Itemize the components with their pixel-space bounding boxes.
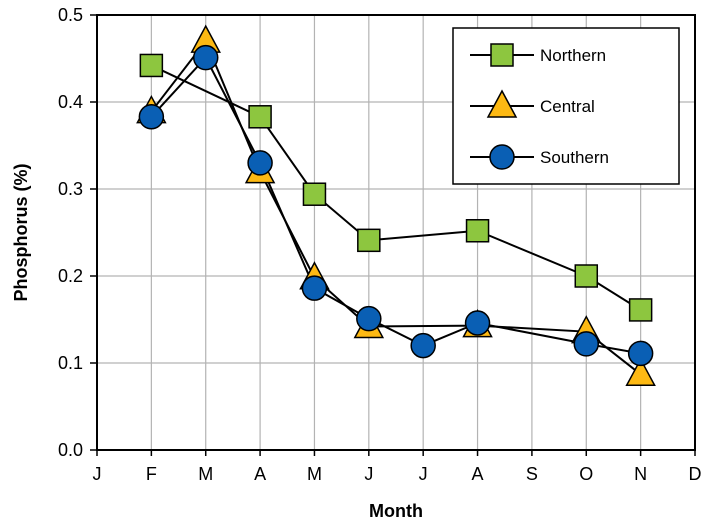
x-tick-label: J: [364, 464, 373, 484]
y-tick-label: 0.5: [58, 5, 83, 25]
y-axis: 0.0 0.1 0.2 0.3 0.4 0.5: [58, 5, 97, 460]
data-point-southern: [356, 305, 382, 332]
data-point-northern: [302, 182, 327, 206]
x-tick-label: J: [93, 464, 102, 484]
data-point-northern: [628, 298, 653, 322]
data-point-southern: [464, 310, 491, 336]
x-tick-label: D: [689, 464, 702, 484]
series-markers: [136, 24, 656, 387]
data-point-southern: [410, 332, 436, 359]
data-point-northern: [357, 228, 381, 253]
x-tick-label: M: [307, 464, 322, 484]
data-point-southern: [301, 275, 328, 301]
plot-frame: [96, 14, 696, 451]
data-point-northern: [248, 105, 272, 129]
data-point-southern: [247, 150, 273, 176]
x-tick-label: A: [472, 464, 484, 484]
legend-marker-central: [486, 89, 518, 118]
data-point-southern: [138, 104, 165, 130]
x-tick-label: J: [419, 464, 428, 484]
data-point-southern: [627, 340, 654, 367]
data-point-northern: [465, 219, 490, 243]
legend-label-central: Central: [540, 97, 595, 116]
data-point-northern: [139, 53, 164, 78]
y-tick-label: 0.1: [58, 353, 83, 373]
x-tick-label: M: [198, 464, 213, 484]
y-axis-title: Phosphorus (%): [11, 163, 31, 301]
x-tick-label: A: [254, 464, 266, 484]
x-tick-label: S: [526, 464, 538, 484]
legend-marker-northern: [490, 43, 514, 67]
y-tick-label: 0.3: [58, 179, 83, 199]
legend-label-northern: Northern: [540, 46, 606, 65]
legend-marker-southern: [489, 144, 515, 170]
y-tick-label: 0.0: [58, 440, 83, 460]
x-tick-label: F: [146, 464, 157, 484]
x-tick-label: O: [579, 464, 593, 484]
data-point-northern: [574, 264, 599, 288]
legend: Northern Central Southern: [452, 27, 680, 185]
series-layer: [136, 24, 656, 387]
data-point-southern: [573, 331, 600, 357]
data-point-central: [625, 357, 656, 387]
x-tick-label: N: [634, 464, 647, 484]
data-point-southern: [192, 44, 219, 71]
y-tick-label: 0.4: [58, 92, 83, 112]
y-tick-label: 0.2: [58, 266, 83, 286]
x-axis-title: Month: [369, 501, 423, 520]
legend-label-southern: Southern: [540, 148, 609, 167]
